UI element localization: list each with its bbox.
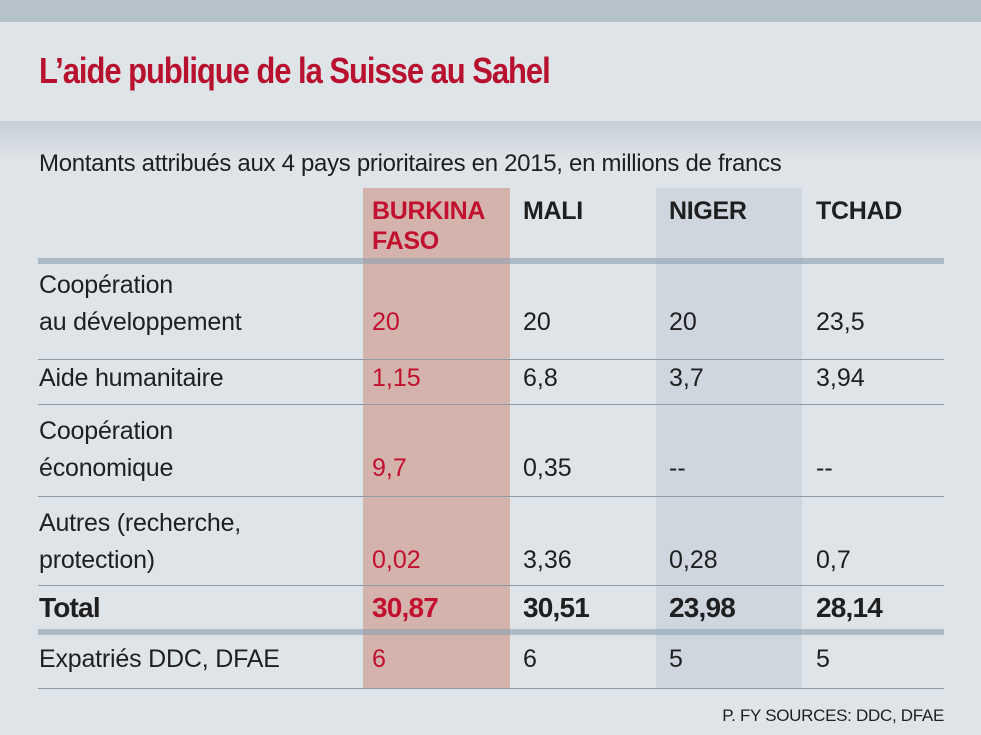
table-cell: 30,87 xyxy=(372,592,439,623)
source-note: P. FY SOURCES: DDC, DFAE xyxy=(722,706,944,725)
top-band xyxy=(0,0,981,22)
table-cell: 23,5 xyxy=(816,308,865,336)
column-header-burkina-faso: BURKINA FASO xyxy=(372,196,485,256)
table-cell: 5 xyxy=(669,645,683,673)
table-cell: 0,7 xyxy=(816,546,851,574)
row-label-line: protection) xyxy=(39,546,155,574)
table-cell: 3,94 xyxy=(816,364,865,392)
row-divider xyxy=(38,496,944,497)
table-cell: 1,15 xyxy=(372,364,421,392)
column-header-niger: NIGER xyxy=(669,197,747,225)
table-cell: 5 xyxy=(816,645,830,673)
header-divider xyxy=(38,258,944,264)
row-label-line: Total xyxy=(39,592,101,623)
row-label-line: économique xyxy=(39,454,174,482)
row-label: Coopération au développement xyxy=(39,267,242,341)
column-header-mali: MALI xyxy=(523,197,583,225)
row-divider xyxy=(38,688,944,689)
row-label-line: Autres (recherche, xyxy=(39,509,242,537)
header-shadow xyxy=(0,121,981,161)
row-divider xyxy=(38,629,944,635)
row-label-line: Coopération xyxy=(39,271,174,299)
column-header-tchad: TCHAD xyxy=(816,197,902,225)
row-label: Expatriés DDC, DFAE xyxy=(39,641,280,678)
table-cell: 20 xyxy=(372,308,400,336)
table-cell: 6 xyxy=(372,645,386,673)
column-header-burkina-line1: BURKINA xyxy=(372,197,486,225)
table-cell: 6 xyxy=(523,645,537,673)
row-label: Total xyxy=(39,589,101,626)
row-label: Aide humanitaire xyxy=(39,360,224,397)
table-cell: 20 xyxy=(523,308,551,336)
column-header-burkina-line2: FASO xyxy=(372,227,439,255)
row-label: Coopération économique xyxy=(39,413,173,487)
table-cell: 3,7 xyxy=(669,364,704,392)
row-label-line: au développement xyxy=(39,308,242,336)
table-cell: 23,98 xyxy=(669,592,736,623)
chart-title: L’aide publique de la Suisse au Sahel xyxy=(39,50,551,91)
row-label-line: Aide humanitaire xyxy=(39,364,224,392)
table-cell: 3,36 xyxy=(523,546,572,574)
chart-subtitle: Montants attribués aux 4 pays prioritair… xyxy=(39,150,782,177)
row-label: Autres (recherche, protection) xyxy=(39,505,241,579)
table-cell: 0,28 xyxy=(669,546,718,574)
table-cell: 6,8 xyxy=(523,364,558,392)
table-cell: 9,7 xyxy=(372,454,407,482)
table-cell: -- xyxy=(669,454,686,482)
table-cell: 20 xyxy=(669,308,697,336)
table-cell: 0,02 xyxy=(372,546,421,574)
row-label-line: Coopération xyxy=(39,417,174,445)
table-cell: 0,35 xyxy=(523,454,572,482)
row-divider xyxy=(38,585,944,586)
table-cell: -- xyxy=(816,454,833,482)
table-cell: 28,14 xyxy=(816,592,883,623)
row-label-line: Expatriés DDC, DFAE xyxy=(39,645,280,673)
row-divider xyxy=(38,404,944,405)
title-bar xyxy=(0,22,981,121)
column-highlight-burkina-faso xyxy=(363,188,510,689)
column-highlight-niger xyxy=(656,188,802,689)
table-cell: 30,51 xyxy=(523,592,590,623)
row-divider xyxy=(38,359,944,360)
